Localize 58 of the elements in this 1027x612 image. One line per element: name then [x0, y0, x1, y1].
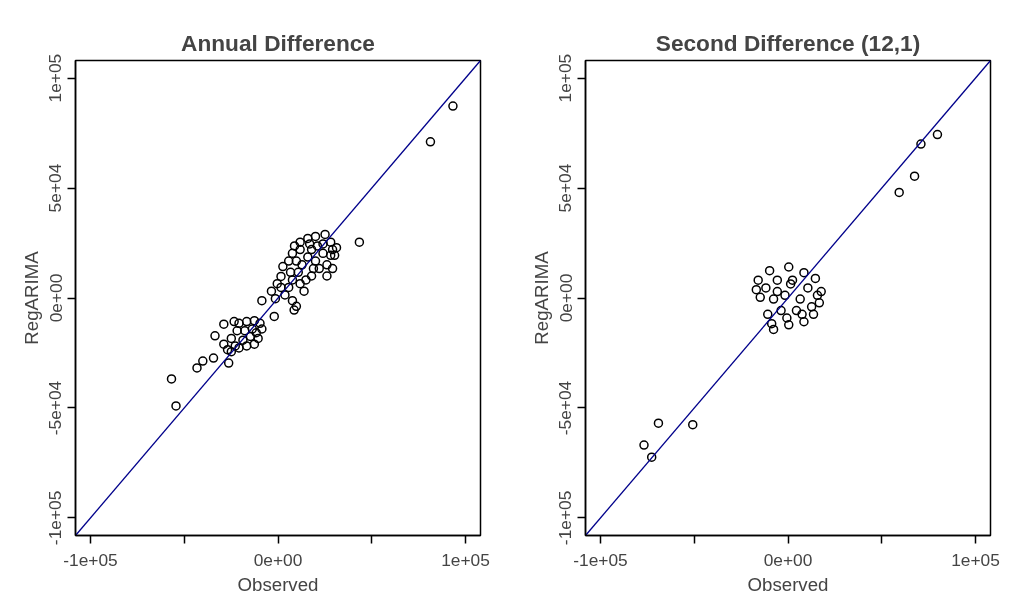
- point: [755, 292, 765, 303]
- point: [791, 305, 802, 316]
- point: [784, 262, 794, 272]
- x-tick-label: 1e+05: [951, 549, 1000, 570]
- point: [763, 309, 773, 320]
- point: [797, 309, 807, 320]
- point: [639, 440, 649, 450]
- point: [816, 286, 826, 297]
- x-tick-label: 0e+00: [763, 549, 813, 570]
- y-tick-label: 5e+04: [555, 163, 576, 213]
- point: [776, 305, 786, 316]
- point: [916, 139, 926, 149]
- y-tick-label: -5e+04: [555, 380, 576, 436]
- point: [894, 187, 904, 198]
- point: [784, 320, 794, 330]
- point: [768, 324, 779, 335]
- point: [766, 318, 777, 329]
- point: [768, 294, 779, 304]
- x-tick-label: -1e+05: [63, 549, 118, 570]
- chart-title: Second Difference (12,1): [655, 29, 921, 56]
- y-tick-label: 1e+05: [45, 53, 66, 103]
- y-tick-label: 5e+04: [45, 163, 66, 213]
- point: [653, 418, 664, 428]
- y-tick-label: -5e+04: [45, 380, 66, 436]
- point: [799, 317, 809, 327]
- x-axis-title: Observed: [747, 573, 829, 595]
- point: [812, 290, 823, 301]
- point: [646, 452, 657, 462]
- y-tick-label: 1e+05: [555, 53, 576, 103]
- point: [808, 309, 819, 320]
- x-tick-label: -1e+05: [573, 549, 628, 570]
- point: [787, 275, 798, 285]
- point: [753, 275, 763, 285]
- point: [772, 275, 783, 285]
- y-axis-title: RegARIMA: [530, 250, 552, 345]
- point: [688, 419, 698, 430]
- y-axis-title: RegARIMA: [20, 250, 42, 345]
- point: [780, 290, 790, 301]
- y-tick-label: 0e+00: [555, 273, 576, 323]
- point: [751, 284, 762, 295]
- point: [785, 279, 796, 289]
- point: [764, 265, 775, 276]
- point: [806, 302, 817, 312]
- point: [782, 313, 792, 323]
- x-axis-title: Observed: [237, 573, 319, 595]
- y-tick-label: 0e+00: [45, 273, 66, 323]
- point: [810, 273, 821, 284]
- point: [814, 298, 825, 308]
- point: [803, 283, 813, 293]
- point: [799, 267, 809, 278]
- x-tick-label: 0e+00: [253, 549, 303, 570]
- point: [772, 286, 783, 297]
- point: [932, 129, 943, 140]
- point: [761, 283, 771, 293]
- chart-title: Annual Difference: [181, 29, 375, 56]
- point: [795, 294, 805, 304]
- x-tick-label: 1e+05: [441, 549, 490, 570]
- point: [909, 171, 920, 181]
